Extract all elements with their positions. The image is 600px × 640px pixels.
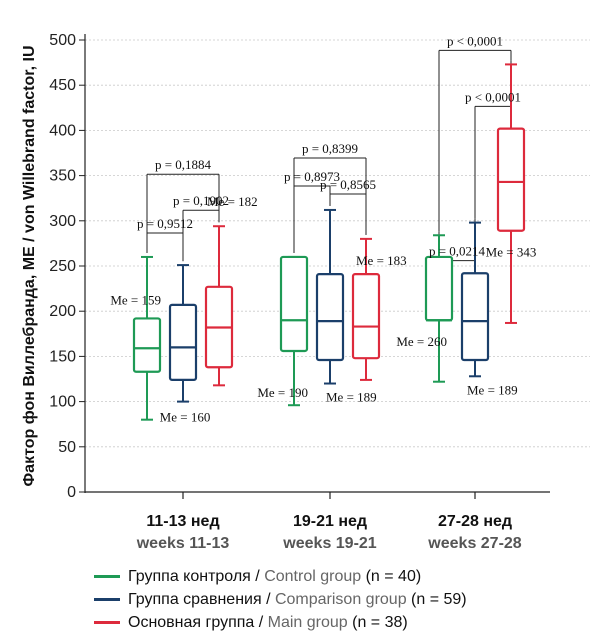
legend-swatch-control: [94, 575, 120, 578]
p-value-bracket: [329, 193, 367, 235]
box: [496, 127, 526, 232]
p-value-bracket: [146, 173, 220, 253]
y-tick-label: 50: [58, 439, 76, 456]
y-tick-label: 350: [49, 168, 76, 185]
box-plot: [279, 255, 309, 407]
legend-swatch-comparison: [94, 598, 120, 601]
legend-label-ru: Группа сравнения /: [128, 590, 275, 608]
box: [351, 273, 381, 360]
legend-label-en: Control group: [264, 567, 362, 585]
x-category-label: weeks 11-13: [136, 535, 230, 552]
legend-label-en: Comparison group: [274, 590, 407, 608]
median-label: Me = 343: [486, 245, 537, 260]
box: [315, 273, 345, 362]
median-label: Me = 189: [326, 390, 377, 405]
y-tick-label: 450: [49, 77, 76, 94]
legend-item-control: Группа контроля / Control group (n = 40): [94, 566, 467, 587]
box: [168, 303, 198, 382]
y-tick-label: 0: [67, 484, 76, 501]
box-plot: [315, 208, 345, 385]
legend-item-comparison: Группа сравнения / Comparison group (n =…: [94, 589, 467, 610]
legend-label-en: Main group: [267, 613, 348, 631]
box-plot: [496, 63, 526, 324]
legend-item-main: Основная группа / Main group (n = 38): [94, 612, 467, 633]
x-category-label: weeks 19-21: [282, 535, 377, 552]
box: [279, 255, 309, 353]
p-value-bracket: [293, 185, 331, 253]
p-value-label: p < 0,0001: [447, 33, 503, 48]
box-plot: [132, 255, 162, 421]
p-value-label: p = 0,8565: [320, 177, 376, 192]
median-label: Me = 190: [257, 385, 308, 400]
p-value-label: p = 0,8973: [284, 169, 340, 184]
median-label: Me = 159: [110, 292, 161, 307]
y-tick-label: 500: [49, 32, 76, 49]
box-layer: [132, 63, 526, 421]
box: [424, 255, 454, 322]
box-plot: [424, 234, 454, 383]
y-tick-label: 250: [49, 258, 76, 275]
box-plot: [351, 237, 381, 381]
p-value-bracket: [438, 49, 512, 232]
median-label: Me = 260: [396, 334, 447, 349]
box: [132, 317, 162, 373]
x-category-label: 27-28 нед: [438, 513, 512, 530]
x-category-label: 19-21 нед: [293, 513, 367, 530]
x-category-label: 11-13 нед: [146, 513, 219, 530]
box-plot: [204, 225, 234, 387]
legend-label-n: (n = 40): [361, 567, 422, 585]
box-plot: [460, 221, 490, 378]
box: [460, 272, 490, 362]
median-label: Me = 183: [356, 253, 407, 268]
axis-layer: 0 50 100 150 200 250 300 350 400 450 500 Фактор фон…: [21, 32, 550, 552]
x-category-label: weeks 27-28: [427, 535, 522, 552]
p-value-label: p = 0,9512: [137, 216, 193, 231]
y-tick-label: 200: [49, 303, 76, 320]
legend-label-ru: Основная группа /: [128, 613, 268, 631]
y-tick-label: 400: [49, 122, 76, 139]
legend: Группа контроля / Control group (n = 40)…: [94, 566, 467, 635]
median-label: Me = 189: [467, 382, 518, 397]
p-value-bracket: [293, 157, 367, 253]
legend-label-n: (n = 38): [347, 613, 408, 631]
legend-label-n: (n = 59): [406, 590, 467, 608]
label-layer: Me = 159 Me = 160 Me = 182 Me = 190 Me = 189…: [110, 33, 536, 424]
y-tick-label: 150: [49, 348, 76, 365]
box-plot: [168, 264, 198, 403]
p-value-label: p = 0,8399: [302, 141, 358, 156]
y-tick-label: 300: [49, 213, 76, 230]
y-axis-label: Фактор фон Виллебранда, ME / von Willebr…: [21, 46, 38, 487]
p-value-label: p = 0,1902: [173, 193, 229, 208]
p-value-label: p < 0,0001: [465, 89, 521, 104]
legend-label-ru: Группа контроля /: [128, 567, 265, 585]
y-tick-label: 100: [49, 394, 76, 411]
p-value-label: p = 0,0214: [429, 244, 486, 259]
median-label: Me = 160: [160, 410, 211, 425]
median-label: Me = 182: [207, 194, 258, 209]
p-value-label: p = 0,1884: [155, 157, 212, 172]
legend-swatch-main: [94, 621, 120, 624]
